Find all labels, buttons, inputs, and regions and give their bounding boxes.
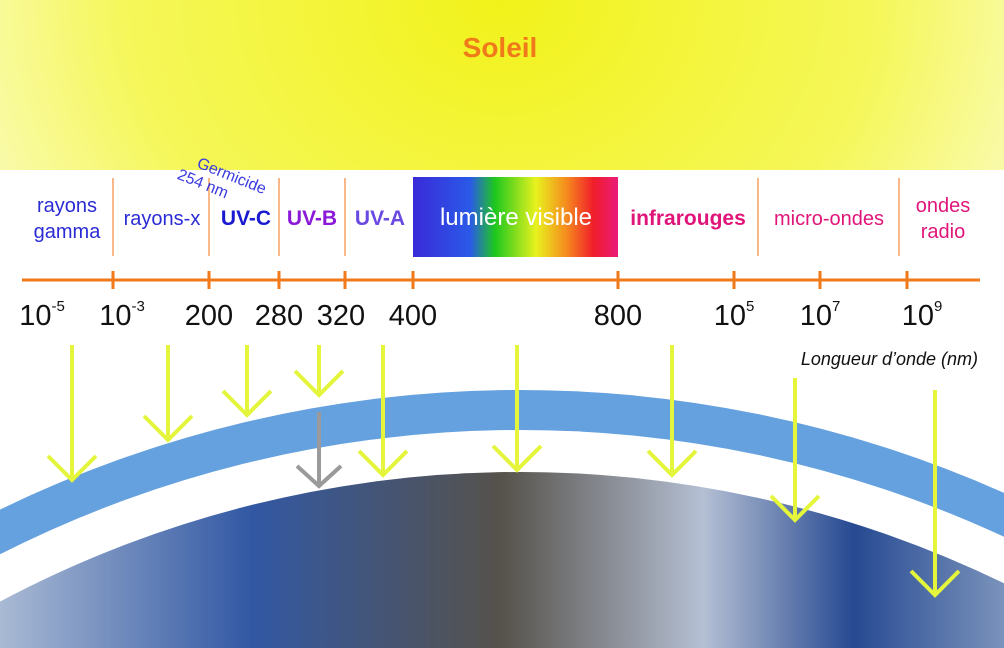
band-label-ir: infrarouges xyxy=(630,207,746,230)
radiation-arrow xyxy=(221,345,273,418)
blocked-uvb-arrow xyxy=(295,412,343,489)
axis-label: Longueur d’onde (nm) xyxy=(801,349,978,369)
tick-label: 200 xyxy=(185,300,233,332)
earth xyxy=(0,471,1004,648)
tick-label: 109 xyxy=(902,298,943,332)
radiation-arrow xyxy=(491,345,543,473)
band-label-uvb: UV-B xyxy=(287,207,337,230)
band-label-visible: lumière visible xyxy=(440,204,592,231)
radiation-arrow xyxy=(909,390,961,598)
band-label-gamma: rayons gamma xyxy=(34,195,102,243)
tick-label: 10-5 xyxy=(19,298,65,332)
sun-title: Soleil xyxy=(463,32,538,63)
band-label-uvc: UV-C xyxy=(221,207,271,230)
band-label-xray: rayons-x xyxy=(124,208,201,230)
radiation-arrow xyxy=(293,345,345,398)
radiation-arrow xyxy=(142,345,194,443)
tick-label: 107 xyxy=(800,298,841,332)
visible-spectrum-bar xyxy=(413,177,618,257)
band-label-radio: ondes radio xyxy=(916,195,971,243)
tick-label: 105 xyxy=(714,298,755,332)
tick-label: 400 xyxy=(389,300,437,332)
band-label-micro: micro-ondes xyxy=(774,208,884,230)
sun-glow xyxy=(0,0,1004,170)
radiation-arrow xyxy=(46,345,98,483)
tick-label: 800 xyxy=(594,300,642,332)
radiation-arrow xyxy=(357,345,409,478)
radiation-arrow xyxy=(769,378,821,523)
band-label-uva: UV-A xyxy=(355,207,405,230)
tick-label: 280 xyxy=(255,300,303,332)
earth-shade xyxy=(0,471,1004,648)
tick-label: 320 xyxy=(317,300,365,332)
tick-label: 10-3 xyxy=(99,298,145,332)
radiation-arrow xyxy=(646,345,698,478)
